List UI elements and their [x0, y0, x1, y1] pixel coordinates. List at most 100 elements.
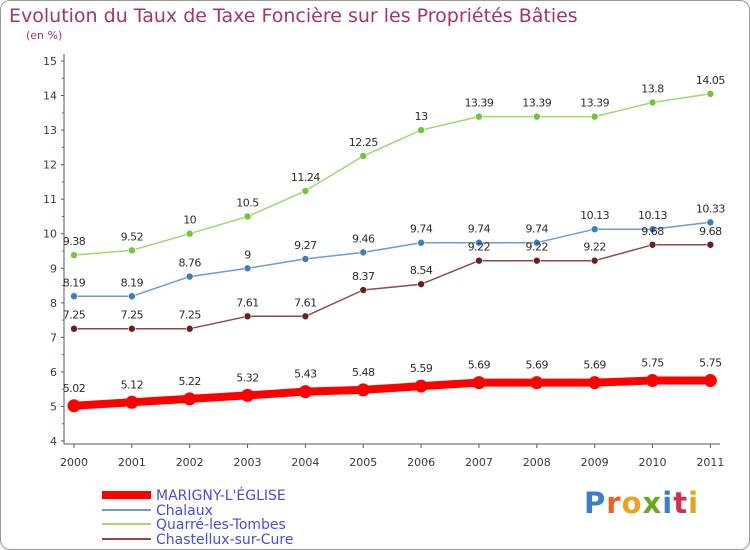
y-tick-label: 13 [43, 124, 57, 137]
data-label: 5.69 [468, 359, 491, 372]
data-label: 5.32 [236, 371, 259, 384]
data-point [241, 388, 255, 402]
series-line [73, 244, 712, 330]
legend-label: MARIGNY-L'ÉGLISE [156, 487, 286, 504]
data-point [70, 292, 78, 301]
x-tick-label: 2001 [118, 456, 146, 469]
data-label: 13.39 [522, 97, 551, 110]
data-label: 13 [415, 110, 428, 123]
data-point [185, 324, 194, 333]
x-tick-label: 2010 [639, 456, 667, 469]
data-point [243, 312, 252, 321]
data-label: 5.69 [583, 359, 606, 372]
data-label: 8.37 [352, 270, 375, 283]
y-tick-label: 12 [43, 159, 57, 172]
data-point [648, 240, 657, 249]
data-label: 13.39 [464, 97, 493, 110]
data-label: 7.25 [178, 309, 201, 322]
data-label: 9.38 [63, 235, 86, 248]
data-point [67, 399, 81, 413]
data-label: 7.25 [63, 309, 86, 322]
data-point [185, 272, 194, 281]
data-label: 10.13 [580, 209, 609, 222]
y-tick-label: 7 [50, 331, 57, 344]
data-point [703, 374, 717, 388]
data-label: 10 [183, 214, 196, 227]
data-label: 10.33 [696, 202, 725, 215]
legend-label: Chastellux-sur-Cure [156, 532, 293, 548]
y-tick-label: 14 [43, 90, 57, 103]
data-point [475, 238, 483, 247]
data-label: 10.5 [236, 196, 259, 209]
chart-title: Evolution du Taux de Taxe Foncière sur l… [9, 5, 578, 27]
data-label: 8.76 [178, 257, 201, 270]
data-point [243, 264, 252, 273]
data-point [475, 256, 483, 265]
data-point [417, 238, 425, 247]
series-line [73, 93, 712, 256]
data-label: 8.54 [410, 264, 433, 277]
data-point [590, 112, 599, 121]
data-label: 7.61 [294, 296, 317, 309]
data-point [70, 251, 78, 259]
proxiti-logo: Proxiti [584, 486, 699, 520]
data-point [706, 240, 715, 249]
x-tick-label: 2009 [581, 456, 609, 469]
data-point [185, 229, 194, 238]
data-point [359, 286, 368, 294]
data-point [532, 112, 541, 121]
y-tick-label: 15 [43, 55, 57, 68]
data-label: 9.74 [526, 223, 549, 236]
data-point [532, 256, 541, 265]
data-point [530, 376, 544, 390]
data-label: 9.68 [641, 225, 664, 238]
data-point [475, 112, 483, 121]
data-label: 8.19 [121, 276, 144, 289]
data-point [417, 280, 425, 288]
data-label: 9.74 [468, 223, 491, 236]
data-point [125, 395, 139, 409]
data-point [648, 225, 657, 234]
x-tick-label: 2004 [291, 456, 319, 469]
x-tick-label: 2007 [465, 456, 493, 469]
data-point [243, 212, 252, 221]
data-label: 5.48 [352, 366, 375, 379]
data-point [128, 292, 136, 301]
x-tick-label: 2002 [176, 456, 204, 469]
y-tick-label: 6 [50, 366, 57, 379]
data-point [359, 248, 368, 257]
y-tick-label: 5 [50, 400, 57, 413]
data-label: 9.22 [526, 241, 549, 254]
data-label: 9 [244, 248, 251, 261]
y-tick-label: 11 [43, 193, 57, 206]
data-label: 9.27 [294, 239, 317, 252]
logo-letter: i [688, 486, 700, 520]
data-point [588, 376, 602, 390]
data-label: 5.43 [294, 368, 317, 381]
data-point [301, 187, 310, 195]
data-label: 12.25 [349, 136, 378, 149]
y-axis-unit-label: (en %) [26, 29, 63, 42]
data-point [706, 218, 715, 227]
data-point [646, 374, 659, 388]
data-label: 5.59 [410, 362, 433, 375]
x-tick-label: 2011 [696, 456, 724, 469]
y-tick-label: 9 [50, 262, 57, 275]
data-label: 8.19 [63, 276, 86, 289]
data-label: 9.52 [121, 230, 144, 243]
logo-letter: i [662, 486, 674, 520]
data-label: 5.02 [63, 382, 86, 395]
data-label: 7.61 [236, 296, 259, 309]
data-label: 10.13 [638, 209, 667, 222]
data-point [70, 324, 78, 333]
data-point [414, 379, 428, 393]
x-tick-label: 2005 [349, 456, 377, 469]
data-point [356, 383, 370, 397]
logo-letter: t [673, 486, 689, 520]
data-label: 5.75 [699, 357, 722, 370]
logo-letter: r [606, 486, 622, 520]
data-label: 9.46 [352, 232, 375, 245]
logo-letter: o [621, 486, 643, 520]
y-tick-label: 8 [50, 297, 57, 310]
data-label: 5.22 [178, 375, 201, 388]
